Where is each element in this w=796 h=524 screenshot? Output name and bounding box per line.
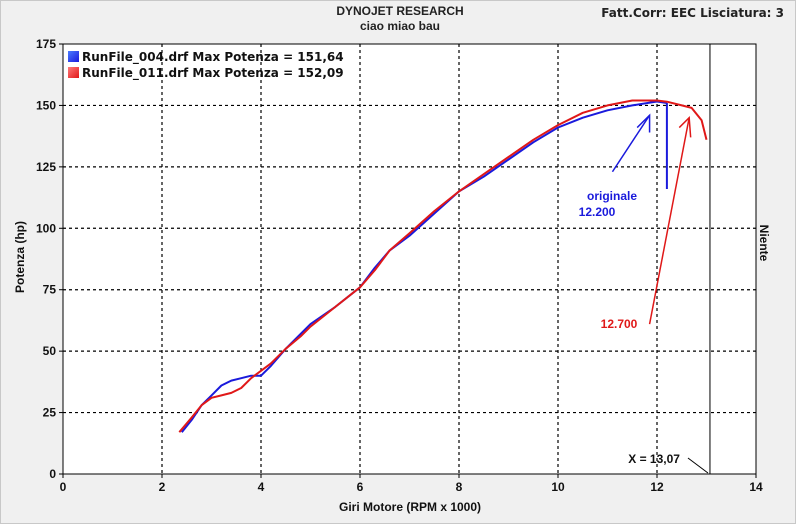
x-tick-label: 10 [551, 480, 565, 494]
legend-swatch-blue [68, 51, 79, 62]
cursor-readout: X = 13,07 [628, 452, 680, 466]
annotation-12200: 12.200 [579, 205, 616, 219]
y-tick-label: 25 [43, 406, 57, 420]
x-tick-label: 14 [749, 480, 763, 494]
y-tick-label: 175 [36, 37, 56, 51]
y-axis-label: Potenza (hp) [13, 221, 27, 293]
legend-entry-blue: RunFile_004.drf Max Potenza = 151,64 [68, 50, 344, 64]
x-tick-label: 2 [159, 480, 166, 494]
annotation-originale: originale [587, 189, 637, 203]
y-tick-label: 125 [36, 160, 56, 174]
arrowhead-blue [636, 113, 651, 133]
chart-subtitle: ciao miao bau [359, 19, 441, 33]
arrowhead-red [678, 116, 692, 138]
x-tick-label: 6 [357, 480, 364, 494]
legend-entry-red: RunFile_011.drf Max Potenza = 152,09 [68, 66, 344, 80]
y-tick-label: 150 [36, 98, 56, 112]
series-line-red [178, 99, 708, 433]
plot-area [62, 43, 757, 475]
x-tick-label: 0 [60, 480, 67, 494]
y-tick-label: 0 [49, 467, 56, 481]
legend-label-red: RunFile_011.drf Max Potenza = 152,09 [82, 66, 344, 80]
y-tick-label: 50 [43, 344, 57, 358]
settings-readout: Fatt.Corr: EEC Lisciatura: 3 [601, 6, 784, 20]
arrow-blue [611, 114, 651, 173]
x-tick-label: 8 [456, 480, 463, 494]
y-tick-label: 75 [43, 283, 57, 297]
legend-swatch-red [68, 67, 79, 78]
x-tick-label: 12 [650, 480, 664, 494]
annotation-12700: 12.700 [601, 317, 638, 331]
side-label: Niente [757, 224, 771, 262]
x-axis-label: Giri Motore (RPM x 1000) [338, 500, 482, 514]
x-tick-label: 4 [258, 480, 265, 494]
arrow-red [648, 117, 690, 325]
y-tick-label: 100 [36, 221, 56, 235]
chart-title: DYNOJET RESEARCH [336, 4, 464, 18]
cursor-leader [687, 457, 709, 474]
legend-label-blue: RunFile_004.drf Max Potenza = 151,64 [82, 50, 344, 64]
